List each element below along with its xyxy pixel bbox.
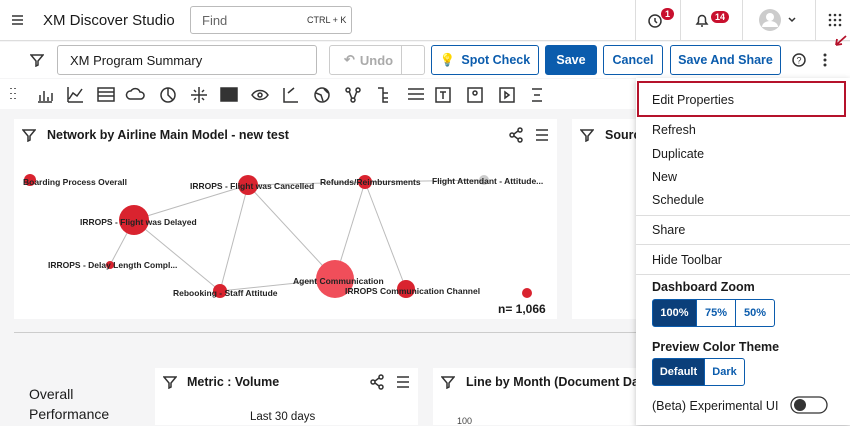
- annotation-arrow: [835, 35, 847, 46]
- widget-actions[interactable]: [508, 127, 552, 143]
- search-shortcut: CTRL + K: [307, 15, 347, 25]
- y-tick-label: 100: [457, 416, 473, 426]
- edge: [247, 184, 336, 280]
- edge: [133, 219, 221, 292]
- filter-icon[interactable]: [22, 128, 36, 142]
- menu-label: Dashboard Zoom: [652, 280, 755, 294]
- node-label: IRROPS - Flight was Delayed: [80, 217, 197, 227]
- filter-icon[interactable]: [441, 375, 455, 389]
- help-icon[interactable]: ?: [791, 52, 807, 68]
- node: [106, 261, 114, 269]
- node: [397, 280, 415, 298]
- node-label: IRROPS - Delay Length Compl...: [48, 260, 177, 270]
- save-button[interactable]: Save: [545, 45, 597, 75]
- node-label: IRROPS Communication Channel: [345, 286, 480, 296]
- node: [213, 284, 227, 298]
- node: [238, 175, 258, 195]
- menu-item[interactable]: Share: [652, 223, 686, 237]
- theme-option[interactable]: Default: [652, 358, 705, 386]
- save-and-share-button[interactable]: Save And Share: [670, 45, 781, 75]
- node: [522, 288, 532, 298]
- widget-title: Network by Airline Main Model - new test: [47, 128, 289, 142]
- badge: 1: [661, 8, 675, 20]
- menu-item: (Beta) Experimental UI: [652, 399, 779, 413]
- edge: [364, 181, 407, 290]
- zoom-option[interactable]: 100%: [652, 299, 697, 327]
- divider: [680, 0, 681, 41]
- widget: [572, 119, 636, 319]
- zoom-option[interactable]: 50%: [735, 299, 775, 327]
- node: [119, 205, 149, 235]
- history-icon[interactable]: [647, 12, 663, 28]
- node-label: Refunds/Reimbursments: [320, 177, 421, 187]
- node-label: Agent Communication: [293, 276, 384, 286]
- dashboard-name-input[interactable]: XM Program Summary: [57, 45, 317, 75]
- widget-subtitle: Last 30 days: [250, 411, 316, 423]
- more-icon[interactable]: [820, 52, 830, 68]
- node: [24, 174, 36, 186]
- section-divider: [14, 332, 636, 333]
- search-box[interactable]: [190, 6, 352, 34]
- zoom-option[interactable]: 75%: [696, 299, 736, 327]
- node: [479, 175, 489, 185]
- edge: [219, 184, 249, 292]
- menu-item-highlight[interactable]: [637, 81, 846, 117]
- undo-button[interactable]: ↶ Undo: [329, 45, 425, 75]
- node: [316, 260, 354, 298]
- widget-title: Sourc: [605, 128, 641, 142]
- avatar[interactable]: [758, 8, 800, 34]
- widget-actions[interactable]: [369, 374, 413, 390]
- widget: [14, 119, 557, 319]
- node: [358, 175, 372, 189]
- menu-item[interactable]: Duplicate: [652, 147, 705, 161]
- widget-icons: [10, 87, 542, 103]
- edge: [219, 278, 336, 292]
- badge: 14: [711, 11, 730, 23]
- button-label: Spot Check: [461, 53, 531, 67]
- node-label: Flight Attendant - Attitude...: [432, 176, 543, 186]
- node-label: Boarding Process Overall: [23, 177, 127, 187]
- menu-item[interactable]: Schedule: [652, 193, 705, 207]
- search-placeholder: Find: [202, 13, 228, 28]
- cancel-button[interactable]: Cancel: [603, 45, 663, 75]
- toggle-switch[interactable]: [790, 395, 828, 415]
- divider: [742, 0, 743, 41]
- widget: [433, 368, 636, 425]
- widget-title: Line by Month (Document Dat: [466, 375, 644, 389]
- svg-text:?: ?: [796, 56, 801, 66]
- header: [0, 0, 850, 41]
- widget: [155, 368, 418, 425]
- app-title: XM Discover Studio: [43, 12, 175, 29]
- menu-label: Preview Color Theme: [652, 340, 780, 354]
- widget-title: Metric : Volume: [187, 375, 280, 389]
- bell-icon[interactable]: [694, 12, 710, 28]
- node-label: Rebooking - Staff Attitude: [173, 288, 278, 298]
- divider: [635, 0, 636, 41]
- theme-option[interactable]: Dark: [704, 358, 745, 386]
- menu-divider: [636, 215, 850, 216]
- sample-count: n= 1,066: [498, 302, 546, 316]
- menu-item[interactable]: Refresh: [652, 123, 696, 137]
- node-label: IRROPS - Flight was Cancelled: [190, 181, 314, 191]
- menu-item[interactable]: Hide Toolbar: [652, 253, 722, 267]
- filter-icon[interactable]: [30, 53, 44, 67]
- divider: [401, 45, 402, 75]
- apps-icon[interactable]: [828, 13, 842, 27]
- menu-divider: [636, 274, 850, 275]
- button-label: Undo: [359, 52, 394, 68]
- network-graph: Boarding Process Overall IRROPS - Flight …: [23, 174, 543, 298]
- section-label: Overall Performance: [29, 386, 110, 422]
- edge: [247, 181, 366, 186]
- edge: [133, 184, 249, 221]
- menu-item[interactable]: Edit Properties: [652, 93, 734, 107]
- filter-icon[interactable]: [580, 128, 594, 142]
- divider: [815, 0, 816, 41]
- edge: [364, 179, 485, 183]
- menu-item[interactable]: New: [652, 170, 678, 184]
- spot-check-button[interactable]: 💡 Spot Check: [431, 45, 539, 75]
- filter-icon[interactable]: [163, 375, 177, 389]
- menu-icon[interactable]: [10, 13, 26, 27]
- menu-divider: [636, 244, 850, 245]
